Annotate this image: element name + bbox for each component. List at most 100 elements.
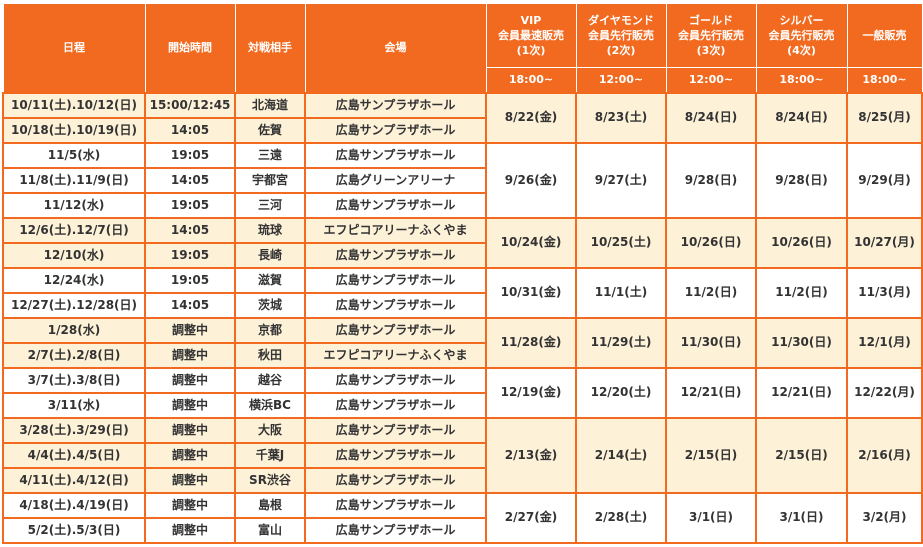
sales-time: 12:00~ (575, 67, 667, 93)
game-row: 4/11(土).4/12(日) 調整中 SR渋谷 広島サンプラザホール (2, 466, 922, 494)
sales-date: 8/24(日) (665, 91, 757, 144)
game-cell: 越谷 (234, 366, 306, 394)
sales-header-line: (1次) (516, 44, 546, 57)
sales-header-line: 会員最速販売 (498, 29, 564, 42)
sales-date: 11/2(日) (755, 266, 848, 319)
sales-header-line: (2次) (606, 44, 636, 57)
sales-date: 9/28(日) (665, 141, 757, 219)
sales-date: 8/22(金) (485, 91, 577, 144)
game-row: 3/28(土).3/29(日) 調整中 大阪 広島サンプラザホール 2/13(金) 2/1… (2, 416, 923, 494)
game-cell: 広島サンプラザホール (304, 241, 487, 269)
game-row: 10/11(土).10/12(日) 15:00/12:45 北海道 広島サンプラザホー… (2, 91, 923, 144)
game-row: 1/28(水) 調整中 京都 広島サンプラザホール 11/28(金) 11/29(土) 11… (2, 316, 923, 369)
game-cell: 3/7(土).3/8(日) (2, 366, 146, 394)
sales-date: 9/29(月) (846, 141, 923, 219)
game-cell: 11/5(水) (2, 141, 146, 169)
sales-date: 2/16(月) (846, 416, 923, 494)
sales-header-line: 会員先行販売 (588, 29, 654, 42)
sales-date: 2/28(土) (575, 491, 667, 544)
game-cell: 3/11(水) (2, 391, 146, 419)
game-cell: 15:00/12:45 (144, 91, 236, 119)
game-cell: 宇都宮 (234, 166, 306, 194)
game-cell: 調整中 (144, 466, 236, 494)
sales-date: 10/25(土) (575, 216, 667, 269)
sales-header-line: ダイヤモンド (588, 14, 654, 27)
sales-date: 11/29(土) (575, 316, 667, 369)
sales-date: 2/13(金) (485, 416, 577, 494)
column-header: 対戦相手 (234, 3, 306, 93)
game-row: 12/27(土).12/28(日) 14:05 茨城 広島サンプラザホール (2, 291, 922, 319)
sales-date: 2/15(日) (755, 416, 848, 494)
table-body: 10/11(土).10/12(日) 15:00/12:45 北海道 広島サンプラザホー… (2, 91, 923, 544)
game-cell: 調整中 (144, 391, 236, 419)
sales-date: 2/15(日) (665, 416, 757, 494)
game-cell: エフピコアリーナふくやま (304, 216, 487, 244)
game-cell: 10/11(土).10/12(日) (2, 91, 146, 119)
sales-date: 10/24(金) (485, 216, 577, 269)
game-cell: 19:05 (144, 191, 236, 219)
game-cell: 調整中 (144, 416, 236, 444)
game-cell: 広島サンプラザホール (304, 91, 487, 119)
game-cell: 11/12(水) (2, 191, 146, 219)
game-cell: 調整中 (144, 366, 236, 394)
sales-date: 2/14(土) (575, 416, 667, 494)
sales-date: 12/19(金) (485, 366, 577, 419)
sales-date: 12/21(日) (665, 366, 757, 419)
game-row: 11/12(水) 19:05 三河 広島サンプラザホール (2, 191, 922, 219)
sales-time: 18:00~ (485, 67, 577, 93)
sales-date: 9/26(金) (485, 141, 577, 219)
game-cell: 広島サンプラザホール (304, 116, 487, 144)
game-cell: 大阪 (234, 416, 306, 444)
sales-date: 10/27(月) (846, 216, 923, 269)
game-cell: 10/18(土).10/19(日) (2, 116, 146, 144)
game-cell: 琉球 (234, 216, 306, 244)
game-row: 10/18(土).10/19(日) 14:05 佐賀 広島サンプラザホール (2, 116, 922, 144)
sales-date: 12/1(月) (846, 316, 923, 369)
game-cell: 広島サンプラザホール (304, 291, 487, 319)
sales-date: 11/3(月) (846, 266, 923, 319)
sales-header-line: (4次) (787, 44, 816, 57)
game-cell: 12/10(水) (2, 241, 146, 269)
game-cell: 調整中 (144, 516, 236, 544)
game-cell: 島根 (234, 491, 306, 519)
game-cell: 14:05 (144, 116, 236, 144)
game-cell: 長崎 (234, 241, 306, 269)
sales-date: 3/2(月) (846, 491, 923, 544)
sales-date: 11/30(日) (755, 316, 848, 369)
sales-header-line: ゴールド (689, 14, 733, 27)
game-cell: 19:05 (144, 141, 236, 169)
sales-date: 3/1(日) (665, 491, 757, 544)
game-cell: 滋賀 (234, 266, 306, 294)
game-row: 4/4(土).4/5(日) 調整中 千葉J 広島サンプラザホール (2, 441, 922, 469)
game-cell: 千葉J (234, 441, 306, 469)
game-row: 5/2(土).5/3(日) 調整中 富山 広島サンプラザホール (2, 516, 922, 544)
sales-time: 18:00~ (755, 67, 848, 93)
sales-header-line: (3次) (696, 44, 726, 57)
column-header: 会場 (304, 3, 487, 93)
sales-date: 10/26(日) (665, 216, 757, 269)
sales-date: 9/28(日) (755, 141, 848, 219)
sales-header: VIP 会員最速販売 (1次) (485, 3, 577, 68)
sales-date: 8/25(月) (846, 91, 923, 144)
sales-header-line: 一般販売 (862, 29, 907, 42)
game-row: 12/10(水) 19:05 長崎 広島サンプラザホール (2, 241, 922, 269)
game-cell: エフピコアリーナふくやま (304, 341, 487, 369)
sales-date: 10/31(金) (485, 266, 577, 319)
sales-header: シルバー 会員先行販売 (4次) (755, 3, 848, 68)
sales-date: 2/27(金) (485, 491, 577, 544)
game-row: 12/24(水) 19:05 滋賀 広島サンプラザホール 10/31(金) 11/1(土)… (2, 266, 923, 319)
game-cell: 調整中 (144, 341, 236, 369)
game-cell: 19:05 (144, 266, 236, 294)
sales-time: 12:00~ (665, 67, 757, 93)
sales-date: 8/24(日) (755, 91, 848, 144)
game-cell: 三遠 (234, 141, 306, 169)
game-cell: 広島グリーンアリーナ (304, 166, 487, 194)
sales-date: 11/28(金) (485, 316, 577, 369)
game-cell: 広島サンプラザホール (304, 416, 487, 444)
game-cell: 佐賀 (234, 116, 306, 144)
sales-header: ゴールド 会員先行販売 (3次) (665, 3, 757, 68)
game-cell: 14:05 (144, 166, 236, 194)
game-cell: 5/2(土).5/3(日) (2, 516, 146, 544)
game-cell: 1/28(水) (2, 316, 146, 344)
